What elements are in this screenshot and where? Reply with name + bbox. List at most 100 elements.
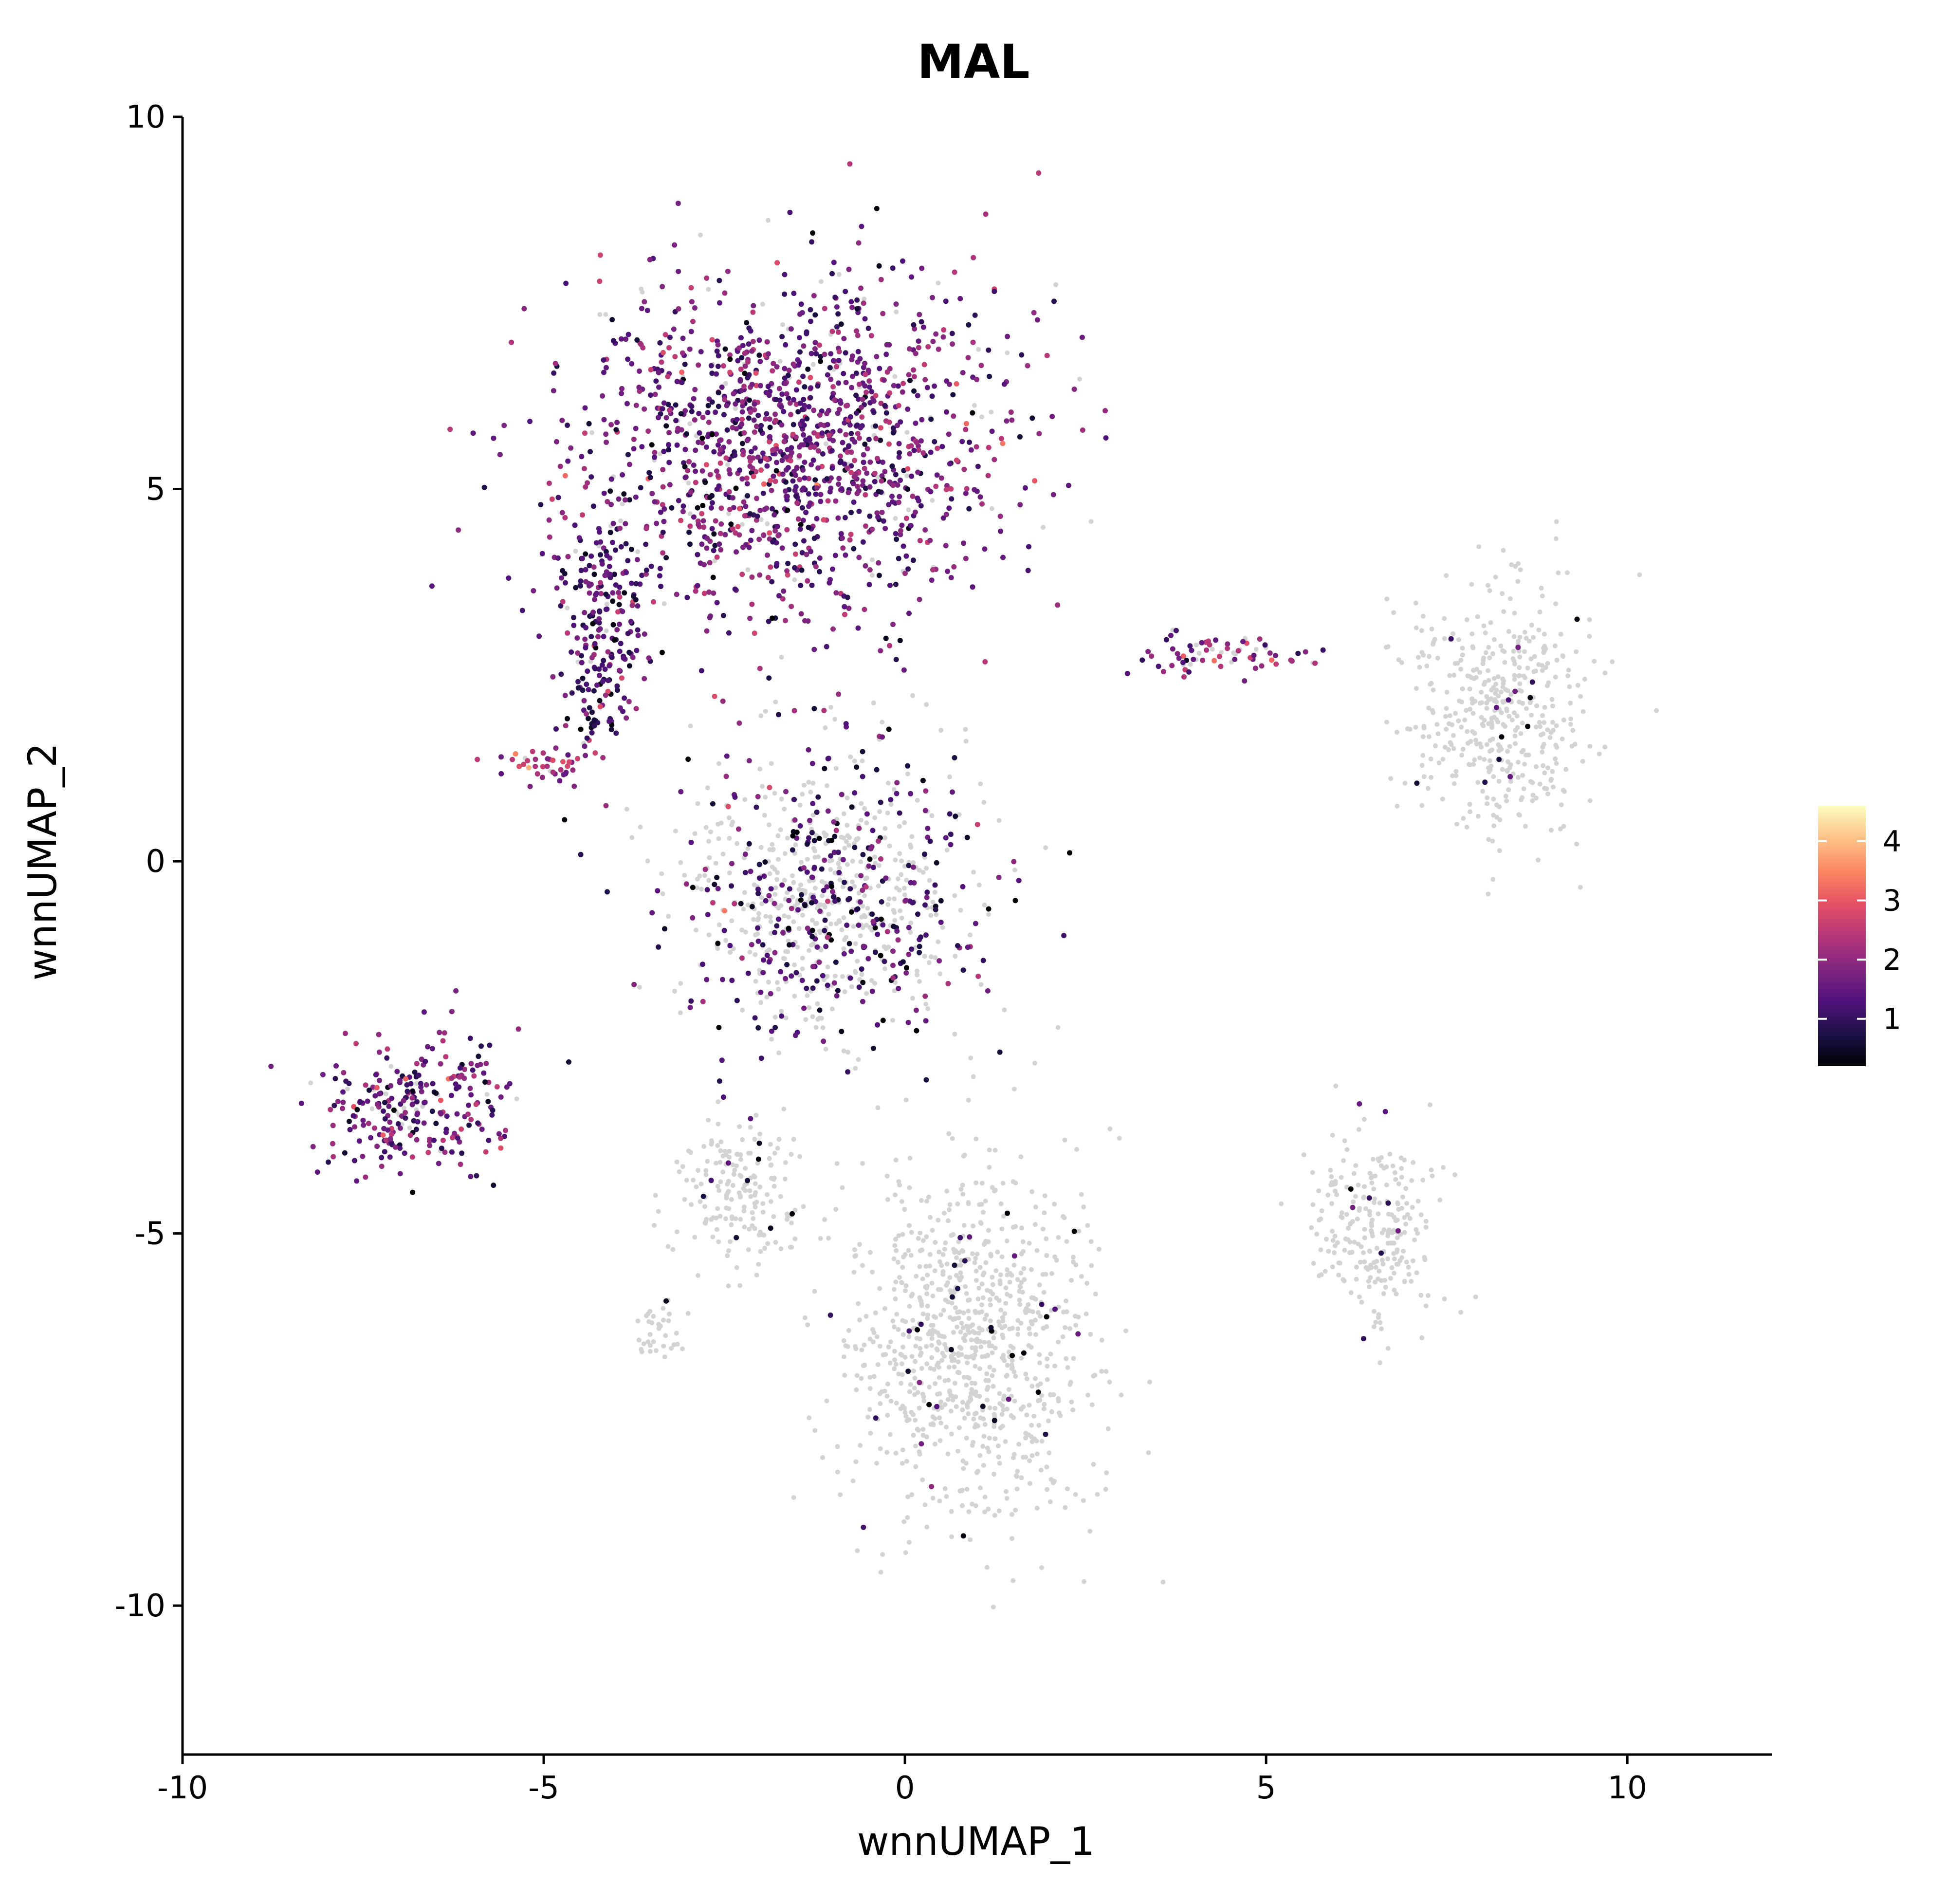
cell-point xyxy=(384,1091,388,1096)
cell-point xyxy=(937,1498,942,1504)
cell-point xyxy=(954,1404,959,1409)
colorbar-tick-label: 1 xyxy=(1883,1002,1901,1036)
cell-point xyxy=(908,920,914,925)
cell-point xyxy=(851,841,857,846)
cell-point xyxy=(738,1152,743,1157)
cell-point xyxy=(1103,1487,1108,1492)
expressing-cell-point xyxy=(922,527,928,533)
cell-point xyxy=(958,907,963,913)
expressing-cell-point xyxy=(594,591,600,596)
cell-point xyxy=(938,1421,944,1425)
expressing-cell-point xyxy=(838,400,844,406)
cell-point xyxy=(656,1209,661,1214)
expressing-cell-point xyxy=(841,370,846,376)
cell-point xyxy=(709,1138,714,1144)
expressing-cell-point xyxy=(647,475,653,481)
cell-point xyxy=(720,851,726,857)
expressing-cell-point xyxy=(1267,650,1273,656)
expressing-cell-point xyxy=(862,607,867,612)
cell-point xyxy=(1536,628,1542,632)
cell-point xyxy=(917,868,922,873)
cell-point xyxy=(1486,668,1490,673)
cell-point xyxy=(1043,845,1048,850)
cell-point xyxy=(913,1359,918,1364)
cell-point xyxy=(1486,645,1491,650)
expressing-cell-point xyxy=(1507,774,1513,779)
cell-point xyxy=(977,1310,982,1315)
expressing-cell-point xyxy=(778,404,784,410)
expressing-cell-point xyxy=(597,608,603,614)
expressing-cell-point xyxy=(832,553,838,558)
expressing-cell-point xyxy=(341,1070,347,1075)
expressing-cell-point xyxy=(794,830,800,835)
cell-point xyxy=(728,950,733,955)
expressing-cell-point xyxy=(753,804,759,810)
expressing-cell-point xyxy=(798,522,804,528)
expressing-cell-point xyxy=(571,615,577,620)
expressing-cell-point xyxy=(887,390,892,396)
cell-point xyxy=(964,1383,969,1388)
cell-point xyxy=(972,1330,977,1335)
expressing-cell-point xyxy=(986,444,992,450)
expressing-cell-point xyxy=(1071,1228,1077,1234)
expressing-cell-point xyxy=(707,495,713,500)
cell-point xyxy=(1580,709,1586,714)
cell-point xyxy=(764,995,770,1000)
expressing-cell-point xyxy=(848,449,854,455)
expressing-cell-point xyxy=(429,583,435,589)
expressing-cell-point xyxy=(714,468,719,474)
cell-point xyxy=(1537,610,1543,614)
expressing-cell-point xyxy=(855,483,861,489)
cell-point xyxy=(1041,1290,1047,1295)
cell-point xyxy=(977,1265,983,1270)
cell-point xyxy=(701,1144,707,1149)
cell-point xyxy=(1336,1260,1341,1266)
cell-point xyxy=(920,1427,926,1432)
expressing-cell-point xyxy=(732,452,738,458)
expressing-cell-point xyxy=(843,432,849,438)
cell-point xyxy=(1482,718,1487,723)
cell-point xyxy=(716,1121,721,1127)
expressing-cell-point xyxy=(799,567,805,573)
expressing-cell-point xyxy=(809,874,815,880)
expressing-cell-point xyxy=(1348,1186,1354,1192)
cell-point xyxy=(1465,673,1470,679)
expressing-cell-point xyxy=(878,916,884,922)
cell-point xyxy=(791,1495,796,1500)
expressing-cell-point xyxy=(768,991,773,997)
cell-point xyxy=(1378,1163,1384,1168)
expressing-cell-point xyxy=(660,284,665,290)
cell-point xyxy=(812,886,818,891)
cell-point xyxy=(934,1363,939,1368)
cell-point xyxy=(750,1223,755,1228)
cell-point xyxy=(936,1218,941,1223)
cell-point xyxy=(759,901,765,906)
expressing-cell-point xyxy=(665,402,671,407)
expressing-cell-point xyxy=(719,384,725,390)
cell-point xyxy=(758,713,764,719)
cell-point xyxy=(855,1548,860,1553)
cell-point xyxy=(810,941,816,946)
expressing-cell-point xyxy=(540,764,546,770)
expressing-cell-point xyxy=(639,573,645,578)
expressing-cell-point xyxy=(421,1009,427,1015)
y-tick-label: 0 xyxy=(146,844,165,880)
cell-point xyxy=(808,790,813,795)
expressing-cell-point xyxy=(856,240,862,246)
cell-point xyxy=(1400,1249,1406,1254)
cell-point xyxy=(745,846,751,851)
cell-point xyxy=(914,1335,919,1341)
cell-point xyxy=(865,1414,871,1420)
cell-point xyxy=(900,1460,905,1466)
expressing-cell-point xyxy=(758,423,764,428)
expressing-cell-point xyxy=(710,574,716,580)
expressing-cell-point xyxy=(631,436,637,442)
cell-point xyxy=(1037,1360,1042,1366)
cell-point xyxy=(742,890,747,895)
expressing-cell-point xyxy=(1176,655,1182,661)
cell-point xyxy=(900,1232,905,1237)
cell-point xyxy=(1550,769,1555,774)
cell-point xyxy=(1034,1505,1040,1511)
cell-point xyxy=(1446,747,1451,752)
expressing-cell-point xyxy=(797,335,802,341)
